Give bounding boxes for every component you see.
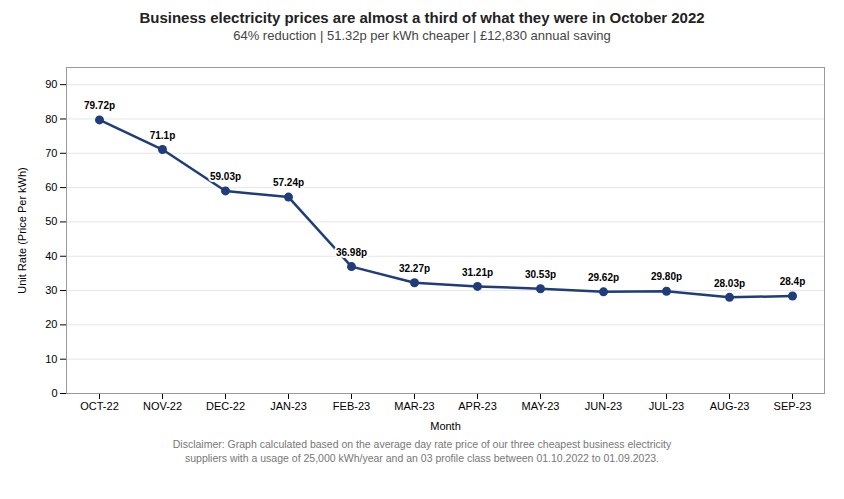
svg-text:29.62p: 29.62p — [588, 272, 619, 283]
html-text:suppliers with a usage of 25,0: suppliers with a usage of 25,000 kWh/yea… — [185, 452, 659, 464]
svg-text:79.72p: 79.72p — [84, 100, 115, 111]
svg-text:28.4p: 28.4p — [780, 276, 806, 287]
svg-text:70: 70 — [45, 147, 57, 159]
svg-text:Month: Month — [430, 420, 461, 432]
svg-text:90: 90 — [45, 78, 57, 90]
svg-text:29.80p: 29.80p — [651, 271, 682, 282]
svg-text:SEP-23: SEP-23 — [774, 400, 812, 412]
svg-text:10: 10 — [45, 353, 57, 365]
html-text:Disclaimer: Graph calculated b: Disclaimer: Graph calculated based on th… — [172, 438, 672, 450]
html-text:Business electricity prices ar: Business electricity prices are almost a… — [139, 9, 705, 26]
svg-text:20: 20 — [45, 318, 57, 330]
svg-text:MAY-23: MAY-23 — [522, 400, 560, 412]
svg-text:80: 80 — [45, 112, 57, 124]
svg-text:APR-23: APR-23 — [458, 400, 497, 412]
svg-text:32.27p: 32.27p — [399, 263, 430, 274]
svg-text:71.1p: 71.1p — [150, 130, 176, 141]
svg-text:Unit Rate (Price Per kWh): Unit Rate (Price Per kWh) — [16, 167, 28, 294]
svg-text:57.24p: 57.24p — [273, 177, 304, 188]
svg-text:60: 60 — [45, 181, 57, 193]
svg-text:OCT-22: OCT-22 — [80, 400, 119, 412]
svg-text:JUL-23: JUL-23 — [649, 400, 684, 412]
svg-text:0: 0 — [51, 387, 57, 399]
svg-text:30: 30 — [45, 284, 57, 296]
svg-text:AUG-23: AUG-23 — [710, 400, 750, 412]
svg-text:30.53p: 30.53p — [525, 269, 556, 280]
svg-text:FEB-23: FEB-23 — [333, 400, 370, 412]
svg-text:DEC-22: DEC-22 — [206, 400, 245, 412]
svg-text:36.98p: 36.98p — [336, 247, 367, 258]
svg-text:59.03p: 59.03p — [210, 171, 241, 182]
svg-text:NOV-22: NOV-22 — [143, 400, 182, 412]
svg-text:JAN-23: JAN-23 — [270, 400, 307, 412]
svg-text:50: 50 — [45, 215, 57, 227]
html-text:64% reduction | 51.32p per kWh: 64% reduction | 51.32p per kWh cheaper |… — [233, 28, 611, 43]
svg-text:40: 40 — [45, 250, 57, 262]
svg-text:31.21p: 31.21p — [462, 267, 493, 278]
svg-text:28.03p: 28.03p — [714, 278, 745, 289]
svg-text:JUN-23: JUN-23 — [585, 400, 622, 412]
svg-text:MAR-23: MAR-23 — [394, 400, 434, 412]
